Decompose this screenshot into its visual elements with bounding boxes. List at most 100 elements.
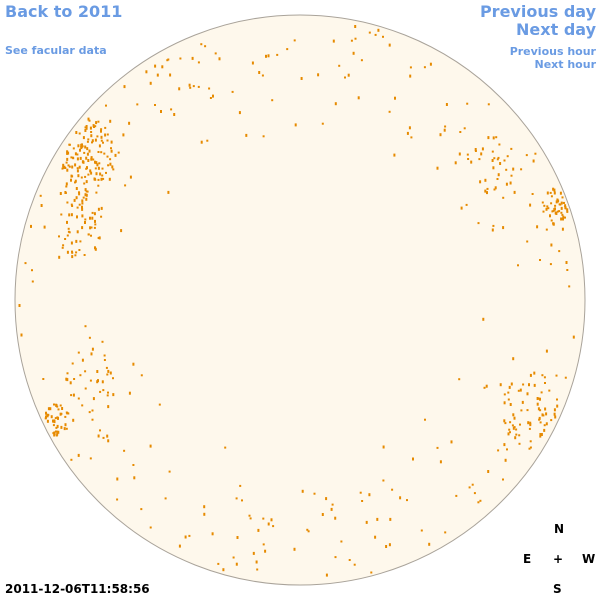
facula (545, 228, 548, 231)
facula (96, 135, 99, 138)
facula (536, 397, 539, 400)
facula (556, 210, 559, 213)
facula (72, 156, 74, 159)
facula (97, 120, 100, 123)
facula (359, 491, 362, 494)
facula (566, 208, 569, 212)
facula (529, 203, 532, 207)
facula (154, 64, 157, 68)
facula (70, 241, 73, 245)
facula (231, 90, 234, 93)
facula (79, 374, 82, 377)
facula (465, 203, 468, 206)
facula (67, 230, 70, 233)
facula (520, 409, 523, 412)
facula (64, 192, 67, 194)
facula (160, 110, 162, 113)
facula (87, 138, 90, 141)
facula (90, 234, 92, 237)
facula (218, 57, 221, 61)
facula (555, 200, 558, 204)
facula (76, 230, 79, 234)
facula (80, 143, 83, 147)
facula (272, 525, 275, 528)
facula (368, 31, 371, 34)
facula (564, 376, 567, 379)
facula (550, 243, 553, 247)
facula (477, 501, 480, 504)
facula (106, 373, 109, 376)
facula (60, 425, 63, 429)
facula (84, 145, 87, 149)
facula (84, 218, 87, 221)
facula (200, 43, 203, 46)
facular-data-link[interactable]: See facular data (5, 44, 107, 57)
facula (385, 545, 388, 548)
facula (54, 417, 57, 420)
facula (463, 127, 466, 130)
facula (409, 66, 412, 69)
facula (529, 440, 532, 443)
facula (212, 94, 214, 98)
facula (492, 136, 495, 140)
facula (106, 394, 109, 397)
facula (559, 191, 562, 195)
timestamp: 2011-12-06T11:58:56 (5, 582, 150, 596)
facula (64, 415, 67, 418)
facula (389, 517, 392, 521)
facula (99, 429, 101, 432)
facula (78, 132, 81, 135)
facula (105, 104, 107, 107)
facula (106, 155, 109, 158)
facula (545, 422, 548, 426)
facula (553, 207, 556, 211)
facula (487, 136, 490, 140)
facula (529, 423, 532, 427)
facula (59, 404, 62, 407)
facula (67, 164, 70, 167)
facula (217, 562, 220, 565)
previous-day-link[interactable]: Previous day (479, 2, 596, 21)
facula (87, 233, 90, 236)
facula (551, 210, 554, 213)
facula (481, 147, 484, 151)
facula (528, 447, 531, 450)
next-day-link[interactable]: Next day (516, 20, 596, 39)
facula (536, 225, 539, 229)
back-link[interactable]: Back to 2011 (5, 2, 123, 21)
facula (365, 520, 368, 524)
facula (86, 166, 88, 170)
facula (497, 173, 500, 177)
facula (515, 433, 518, 436)
facula (562, 217, 564, 221)
facula (136, 103, 139, 106)
facula (31, 280, 34, 283)
facula (84, 175, 87, 178)
facula (102, 177, 105, 180)
facula (61, 246, 64, 249)
facula (188, 83, 191, 87)
facula (60, 412, 63, 415)
previous-hour-link[interactable]: Previous hour (509, 45, 596, 58)
facula (519, 388, 522, 392)
facula (536, 402, 539, 406)
facula (55, 430, 57, 433)
facula (58, 235, 60, 238)
facula (77, 351, 80, 354)
next-hour-link[interactable]: Next hour (534, 58, 597, 71)
facula (92, 124, 95, 128)
facula (90, 157, 93, 161)
facula (540, 433, 543, 436)
facula (558, 210, 561, 213)
facula (539, 435, 542, 438)
facula (84, 188, 87, 192)
facula (555, 212, 558, 215)
facula (91, 216, 94, 220)
facula (109, 371, 112, 375)
facula (526, 392, 529, 396)
facula (84, 387, 87, 390)
facula (347, 73, 350, 77)
facula (167, 58, 170, 61)
facula (189, 86, 192, 89)
facula (112, 168, 115, 171)
